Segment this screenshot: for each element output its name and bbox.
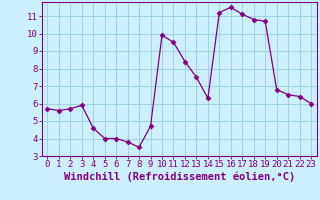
X-axis label: Windchill (Refroidissement éolien,°C): Windchill (Refroidissement éolien,°C) (64, 172, 295, 182)
